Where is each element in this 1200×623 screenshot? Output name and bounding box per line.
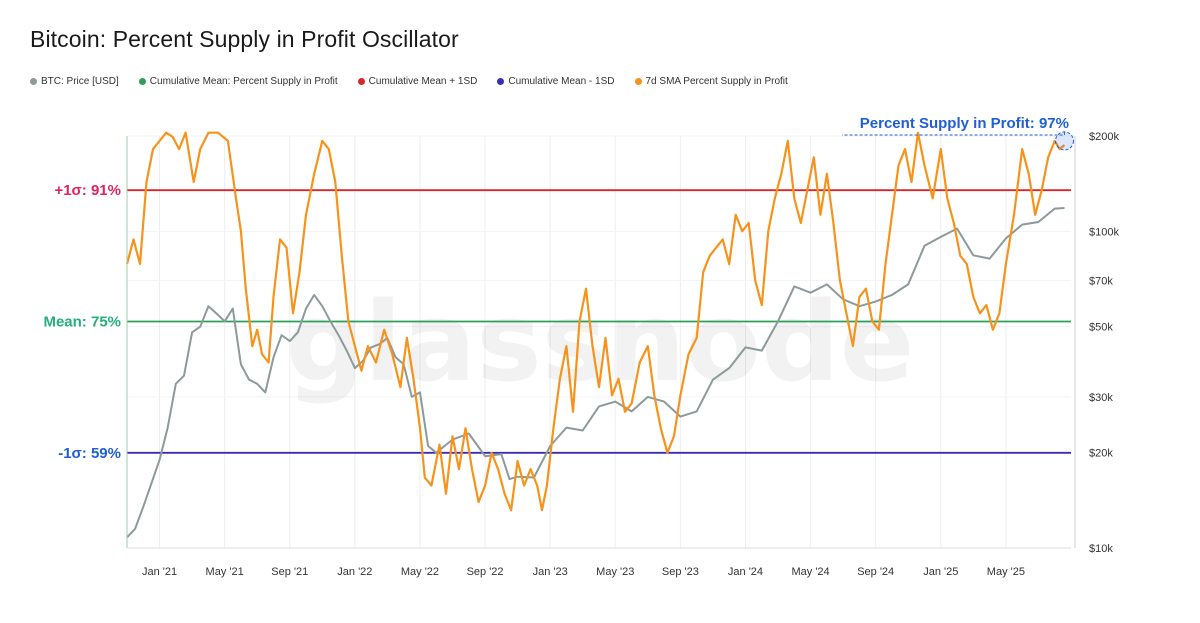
level-lines: +1σ: 91% Mean: 75% -1σ: 59% (43, 182, 1071, 462)
x-tick-label: May '25 (987, 566, 1025, 578)
legend-label-mean-plus-1sd: Cumulative Mean + 1SD (368, 76, 478, 87)
legend-label-btc-price: BTC: Price [USD] (41, 76, 119, 87)
legend-dot-cumulative-mean (138, 78, 146, 85)
legend-item-mean-minus-1sd[interactable]: Cumulative Mean - 1SD (497, 76, 615, 87)
legend-item-btc-price[interactable]: BTC: Price [USD] (30, 76, 119, 87)
level-label-plus_1sd: +1σ: 91% (54, 182, 121, 199)
x-tick-label: Sep '22 (467, 566, 504, 578)
legend-item-sma-supply-profit[interactable]: 7d SMA Percent Supply in Profit (634, 76, 788, 87)
y-right-tick-label: $50k (1089, 322, 1113, 334)
x-tick-label: Jan '21 (142, 566, 177, 578)
y-right-tick-label: $70k (1089, 275, 1113, 287)
x-tick-label: Jan '22 (337, 566, 372, 578)
x-tick-label: Jan '25 (923, 566, 958, 578)
y-right-tick-label: $200k (1089, 131, 1119, 143)
legend-dot-mean-minus-1sd (497, 78, 505, 85)
legend-label-mean-minus-1sd: Cumulative Mean - 1SD (508, 76, 615, 87)
legend-item-mean-plus-1sd[interactable]: Cumulative Mean + 1SD (357, 76, 478, 87)
axes: Jan '21 May '21 Sep '21 Jan '22 May '22 Sep '… (126, 131, 1119, 578)
x-tick-label: May '23 (596, 566, 634, 578)
chart-title: Bitcoin: Percent Supply in Profit Oscill… (30, 26, 459, 52)
level-label-minus_1sd: -1σ: 59% (58, 445, 121, 462)
x-tick-label: Jan '23 (533, 566, 568, 578)
x-tick-label: Sep '23 (662, 566, 699, 578)
y-right-tick-label: $10k (1089, 543, 1113, 555)
legend-label-sma-supply-profit: 7d SMA Percent Supply in Profit (645, 76, 788, 87)
y-right-tick-label: $20k (1089, 448, 1113, 460)
annotation-leader (842, 131, 1065, 136)
chart-legend: BTC: Price [USD] Cumulative Mean: Percen… (30, 76, 788, 87)
legend-dot-btc-price (30, 78, 37, 85)
x-tick-label: Sep '21 (271, 566, 308, 578)
x-tick-label: May '24 (791, 566, 829, 578)
legend-dot-sma-supply-profit (634, 78, 642, 85)
legend-item-cumulative-mean[interactable]: Cumulative Mean: Percent Supply in Profi… (138, 76, 338, 87)
y-right-tick-label: $100k (1089, 226, 1119, 238)
x-tick-label: May '22 (401, 566, 439, 578)
level-label-mean: Mean: 75% (43, 313, 121, 330)
legend-dot-mean-plus-1sd (357, 78, 365, 85)
series-lines (125, 131, 1066, 539)
series-line-sma-supply-profit (125, 131, 1066, 512)
x-tick-label: May '21 (206, 566, 244, 578)
annotation: Percent Supply in Profit: 97% (842, 115, 1074, 151)
annotation-label: Percent Supply in Profit: 97% (860, 115, 1069, 132)
legend-label-cumulative-mean: Cumulative Mean: Percent Supply in Profi… (149, 76, 338, 87)
x-tick-label: Jan '24 (728, 566, 763, 578)
y-right-tick-label: $30k (1089, 392, 1113, 404)
x-tick-label: Sep '24 (857, 566, 894, 578)
